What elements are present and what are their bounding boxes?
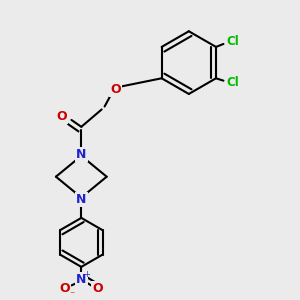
Text: O: O xyxy=(57,110,67,123)
Text: +: + xyxy=(83,269,90,278)
Text: O: O xyxy=(92,282,103,295)
Text: O: O xyxy=(60,282,70,295)
Text: N: N xyxy=(76,148,86,161)
Text: Cl: Cl xyxy=(226,35,239,48)
Text: N: N xyxy=(76,273,86,286)
Text: O: O xyxy=(110,83,121,96)
Text: ⁻: ⁻ xyxy=(69,290,74,300)
Text: N: N xyxy=(76,193,86,206)
Text: Cl: Cl xyxy=(226,76,239,89)
